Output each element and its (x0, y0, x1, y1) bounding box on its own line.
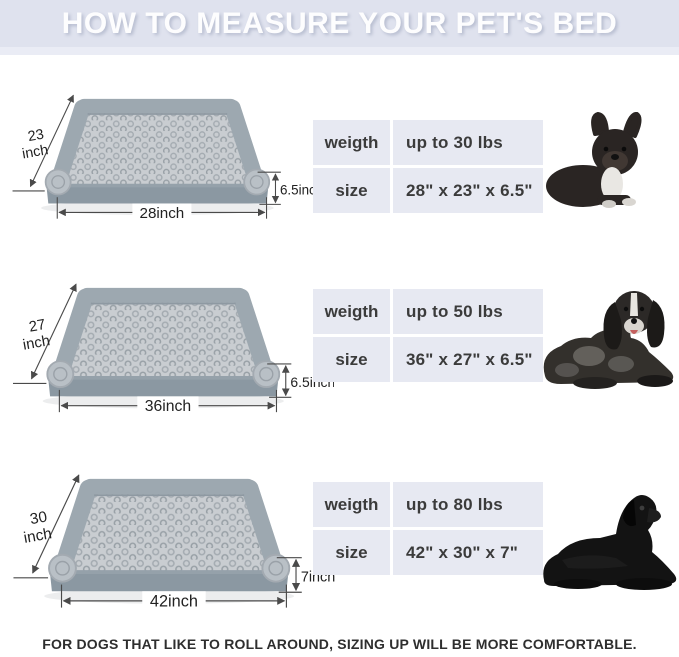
size-label-cell: size (313, 337, 390, 382)
size-label-cell: size (313, 168, 390, 213)
weight-value-cell: up to 50 lbs (393, 289, 543, 334)
spec-table-medium: weigth up to 50 lbs size 36" x 27" x 6.5… (313, 289, 543, 382)
dim-front-label: 36inch (145, 398, 191, 415)
weight-label-cell: weigth (313, 120, 390, 165)
size-row-small: 23 inch 28inch 6.5inch weigth up to 30 l… (0, 60, 679, 255)
title-banner: HOW TO MEASURE YOUR PET'S BED (0, 0, 679, 47)
size-label-cell: size (313, 530, 390, 575)
weight-label-cell: weigth (313, 482, 390, 527)
dim-side-value: 27 (28, 317, 47, 336)
dim-side-value: 30 (29, 509, 49, 529)
weight-value-cell: up to 30 lbs (393, 120, 543, 165)
dim-front-label: 28inch (140, 205, 185, 222)
bed-illustration-medium: 27 inch 36inch 6.5inch (0, 260, 334, 422)
bed-illustration-large: 30 inch 42inch 7inch (0, 450, 335, 618)
bed-illustration-small: 23 inch 28inch 6.5inch (0, 72, 322, 229)
spec-table-small: weigth up to 30 lbs size 28" x 23" x 6.5… (313, 120, 543, 213)
title-banner-strip (0, 47, 679, 55)
dim-side-value: 23 (27, 127, 45, 146)
spec-table-large: weigth up to 80 lbs size 42" x 30" x 7" (313, 482, 543, 575)
weight-label-cell: weigth (313, 289, 390, 334)
footer-note: FOR DOGS THAT LIKE TO ROLL AROUND, SIZIN… (42, 636, 637, 652)
page-title: HOW TO MEASURE YOUR PET'S BED (61, 6, 618, 40)
size-value-cell: 42" x 30" x 7" (393, 530, 543, 575)
size-value-cell: 28" x 23" x 6.5" (393, 168, 543, 213)
weight-value-cell: up to 80 lbs (393, 482, 543, 527)
dim-side-unit: inch (22, 333, 52, 353)
dim-side-unit: inch (22, 525, 53, 547)
dim-front-label: 42inch (150, 593, 198, 611)
dog-photo-cocker-spaniel (543, 291, 674, 389)
dog-photo-french-bulldog (546, 112, 642, 208)
dim-side-unit: inch (21, 142, 50, 162)
dim-height-label: 6.5inch (280, 183, 322, 198)
size-value-cell: 36" x 27" x 6.5" (393, 337, 543, 382)
dog-photo-black-labrador (543, 495, 677, 590)
size-row-large: 30 inch 42inch 7inch weigth up to 80 lbs… (0, 442, 679, 657)
size-row-medium: 27 inch 36inch 6.5inch weigth up to 50 l… (0, 250, 679, 455)
